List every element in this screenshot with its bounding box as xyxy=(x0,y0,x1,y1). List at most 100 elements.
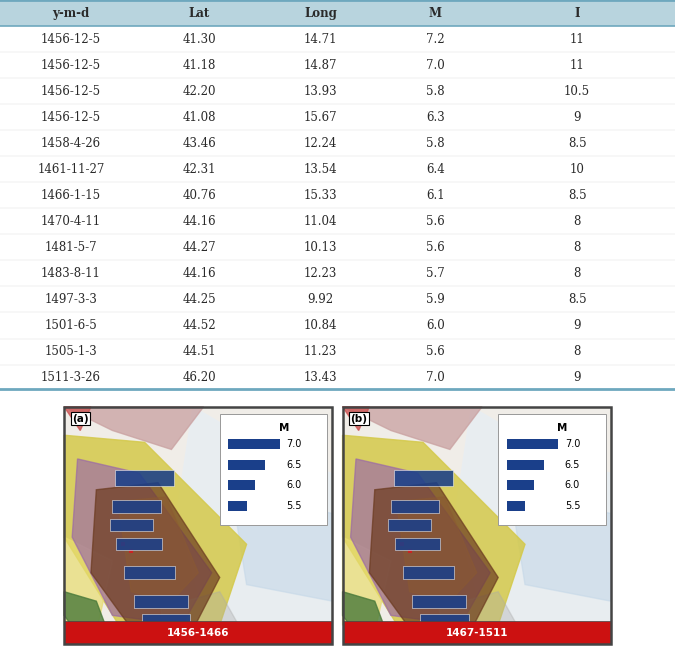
Text: 15.67: 15.67 xyxy=(304,111,338,123)
Text: 1456-12-5: 1456-12-5 xyxy=(40,111,101,123)
Bar xyxy=(228,439,280,449)
Text: 1466-1-15: 1466-1-15 xyxy=(40,189,101,202)
Polygon shape xyxy=(343,407,369,430)
Text: 8: 8 xyxy=(574,241,580,254)
Text: 11: 11 xyxy=(570,32,585,46)
Text: 6.4: 6.4 xyxy=(426,163,445,176)
Text: 6.5: 6.5 xyxy=(286,459,302,469)
Bar xyxy=(110,519,153,531)
Polygon shape xyxy=(343,537,391,632)
Text: 1505-1-3: 1505-1-3 xyxy=(45,345,97,358)
Bar xyxy=(64,407,333,644)
Text: 8.5: 8.5 xyxy=(568,137,587,150)
Text: 44.25: 44.25 xyxy=(182,293,216,306)
Text: 43.46: 43.46 xyxy=(182,137,216,150)
Text: 6.5: 6.5 xyxy=(565,459,580,469)
Text: 1467-1511: 1467-1511 xyxy=(446,628,508,638)
Text: 6.0: 6.0 xyxy=(565,480,580,490)
Text: M: M xyxy=(429,7,442,20)
Text: 9: 9 xyxy=(573,319,581,332)
Bar xyxy=(343,621,611,644)
Polygon shape xyxy=(455,407,611,644)
Text: 5.6: 5.6 xyxy=(426,215,445,228)
Polygon shape xyxy=(509,482,611,601)
Text: 5.6: 5.6 xyxy=(426,345,445,358)
Bar xyxy=(395,539,441,550)
Bar xyxy=(228,501,247,511)
Text: 8: 8 xyxy=(574,345,580,358)
Text: 7.0: 7.0 xyxy=(565,439,580,449)
Bar xyxy=(115,470,174,486)
Text: 6.3: 6.3 xyxy=(426,111,445,123)
Text: 1461-11-27: 1461-11-27 xyxy=(37,163,105,176)
Text: I: I xyxy=(574,7,580,20)
Bar xyxy=(343,407,611,644)
Text: 7.0: 7.0 xyxy=(286,439,302,449)
Text: 10.84: 10.84 xyxy=(304,319,338,332)
Bar xyxy=(113,500,161,513)
Bar xyxy=(343,407,611,644)
Polygon shape xyxy=(72,459,212,625)
Polygon shape xyxy=(64,435,246,632)
Bar xyxy=(388,519,431,531)
Text: 12.24: 12.24 xyxy=(304,137,338,150)
Text: 5.8: 5.8 xyxy=(426,84,445,98)
Polygon shape xyxy=(91,482,220,632)
Text: 8: 8 xyxy=(574,215,580,228)
Text: 44.51: 44.51 xyxy=(182,345,216,358)
Text: 1456-1466: 1456-1466 xyxy=(167,628,230,638)
Text: 13.43: 13.43 xyxy=(304,371,338,384)
Text: 15.33: 15.33 xyxy=(304,189,338,202)
Text: 9.92: 9.92 xyxy=(308,293,333,306)
Text: 9: 9 xyxy=(573,371,581,384)
Bar xyxy=(124,566,176,579)
Text: 11: 11 xyxy=(570,59,585,71)
Text: M: M xyxy=(558,423,568,434)
Text: 41.30: 41.30 xyxy=(182,32,216,46)
Text: 11.23: 11.23 xyxy=(304,345,338,358)
Text: 7.2: 7.2 xyxy=(426,32,445,46)
Bar xyxy=(142,614,190,626)
Text: 10.13: 10.13 xyxy=(304,241,338,254)
Text: 5.9: 5.9 xyxy=(426,293,445,306)
Text: 1456-12-5: 1456-12-5 xyxy=(40,84,101,98)
Text: 6.0: 6.0 xyxy=(426,319,445,332)
Text: Long: Long xyxy=(304,7,337,20)
Polygon shape xyxy=(64,407,204,449)
Bar xyxy=(64,621,333,644)
Polygon shape xyxy=(439,591,517,644)
Text: 8.5: 8.5 xyxy=(568,293,587,306)
Bar xyxy=(403,566,454,579)
Text: 7.0: 7.0 xyxy=(426,371,445,384)
Text: (b): (b) xyxy=(350,414,368,424)
Bar xyxy=(0,0,675,26)
Text: 1497-3-3: 1497-3-3 xyxy=(45,293,97,306)
Polygon shape xyxy=(64,591,113,644)
Bar xyxy=(64,407,333,644)
Polygon shape xyxy=(396,497,477,601)
Bar xyxy=(498,414,605,525)
Text: 46.20: 46.20 xyxy=(182,371,216,384)
Text: 41.18: 41.18 xyxy=(182,59,216,71)
Text: 5.7: 5.7 xyxy=(426,267,445,280)
Text: 1481-5-7: 1481-5-7 xyxy=(45,241,97,254)
Text: 1501-6-5: 1501-6-5 xyxy=(45,319,97,332)
Text: 6.1: 6.1 xyxy=(426,189,445,202)
Polygon shape xyxy=(369,482,498,632)
Text: 10: 10 xyxy=(570,163,585,176)
Text: 1456-12-5: 1456-12-5 xyxy=(40,32,101,46)
Text: 44.27: 44.27 xyxy=(182,241,216,254)
Polygon shape xyxy=(161,591,238,644)
Text: 8.5: 8.5 xyxy=(568,189,587,202)
Text: Lat: Lat xyxy=(188,7,210,20)
Text: 40.76: 40.76 xyxy=(182,189,216,202)
Text: M: M xyxy=(279,423,290,434)
Text: 5.5: 5.5 xyxy=(565,501,580,511)
Text: 1458-4-26: 1458-4-26 xyxy=(40,137,101,150)
Polygon shape xyxy=(230,482,333,601)
Text: 1456-12-5: 1456-12-5 xyxy=(40,59,101,71)
Bar xyxy=(220,414,327,525)
Text: 6.0: 6.0 xyxy=(286,480,302,490)
Bar xyxy=(394,470,452,486)
Text: 5.5: 5.5 xyxy=(286,501,302,511)
